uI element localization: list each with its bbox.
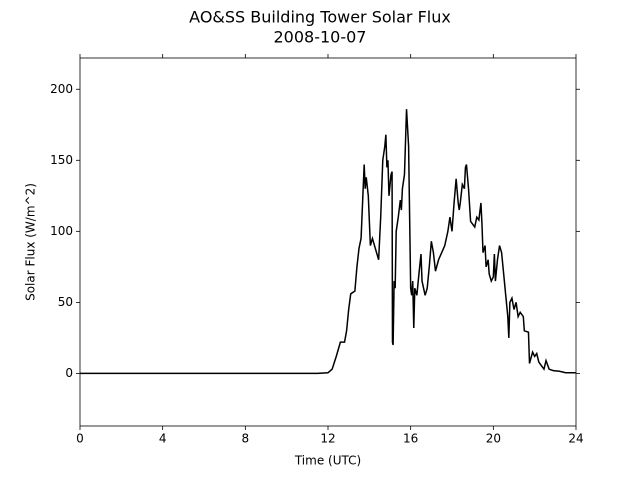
plot-frame (79, 57, 577, 427)
chart-title: AO&SS Building Tower Solar Flux (189, 8, 451, 27)
x-tick-label: 20 (486, 432, 501, 446)
y-tick-label: 0 (65, 366, 73, 380)
x-tick-label: 24 (568, 432, 583, 446)
x-tick-label: 12 (320, 432, 335, 446)
data-line (80, 109, 576, 375)
y-tick-label: 200 (50, 82, 73, 96)
x-axis-label: Time (UTC) (294, 454, 361, 468)
chart-subtitle: 2008-10-07 (274, 28, 367, 47)
x-tick-label: 16 (403, 432, 418, 446)
y-tick-label: 150 (50, 153, 73, 167)
x-tick-label: 0 (76, 432, 84, 446)
y-axis-label: Solar Flux (W/m^2) (24, 183, 38, 301)
y-tick-label: 50 (58, 295, 73, 309)
y-tick-label: 100 (50, 224, 73, 238)
x-tick-label: 8 (242, 432, 250, 446)
x-tick-label: 4 (159, 432, 167, 446)
